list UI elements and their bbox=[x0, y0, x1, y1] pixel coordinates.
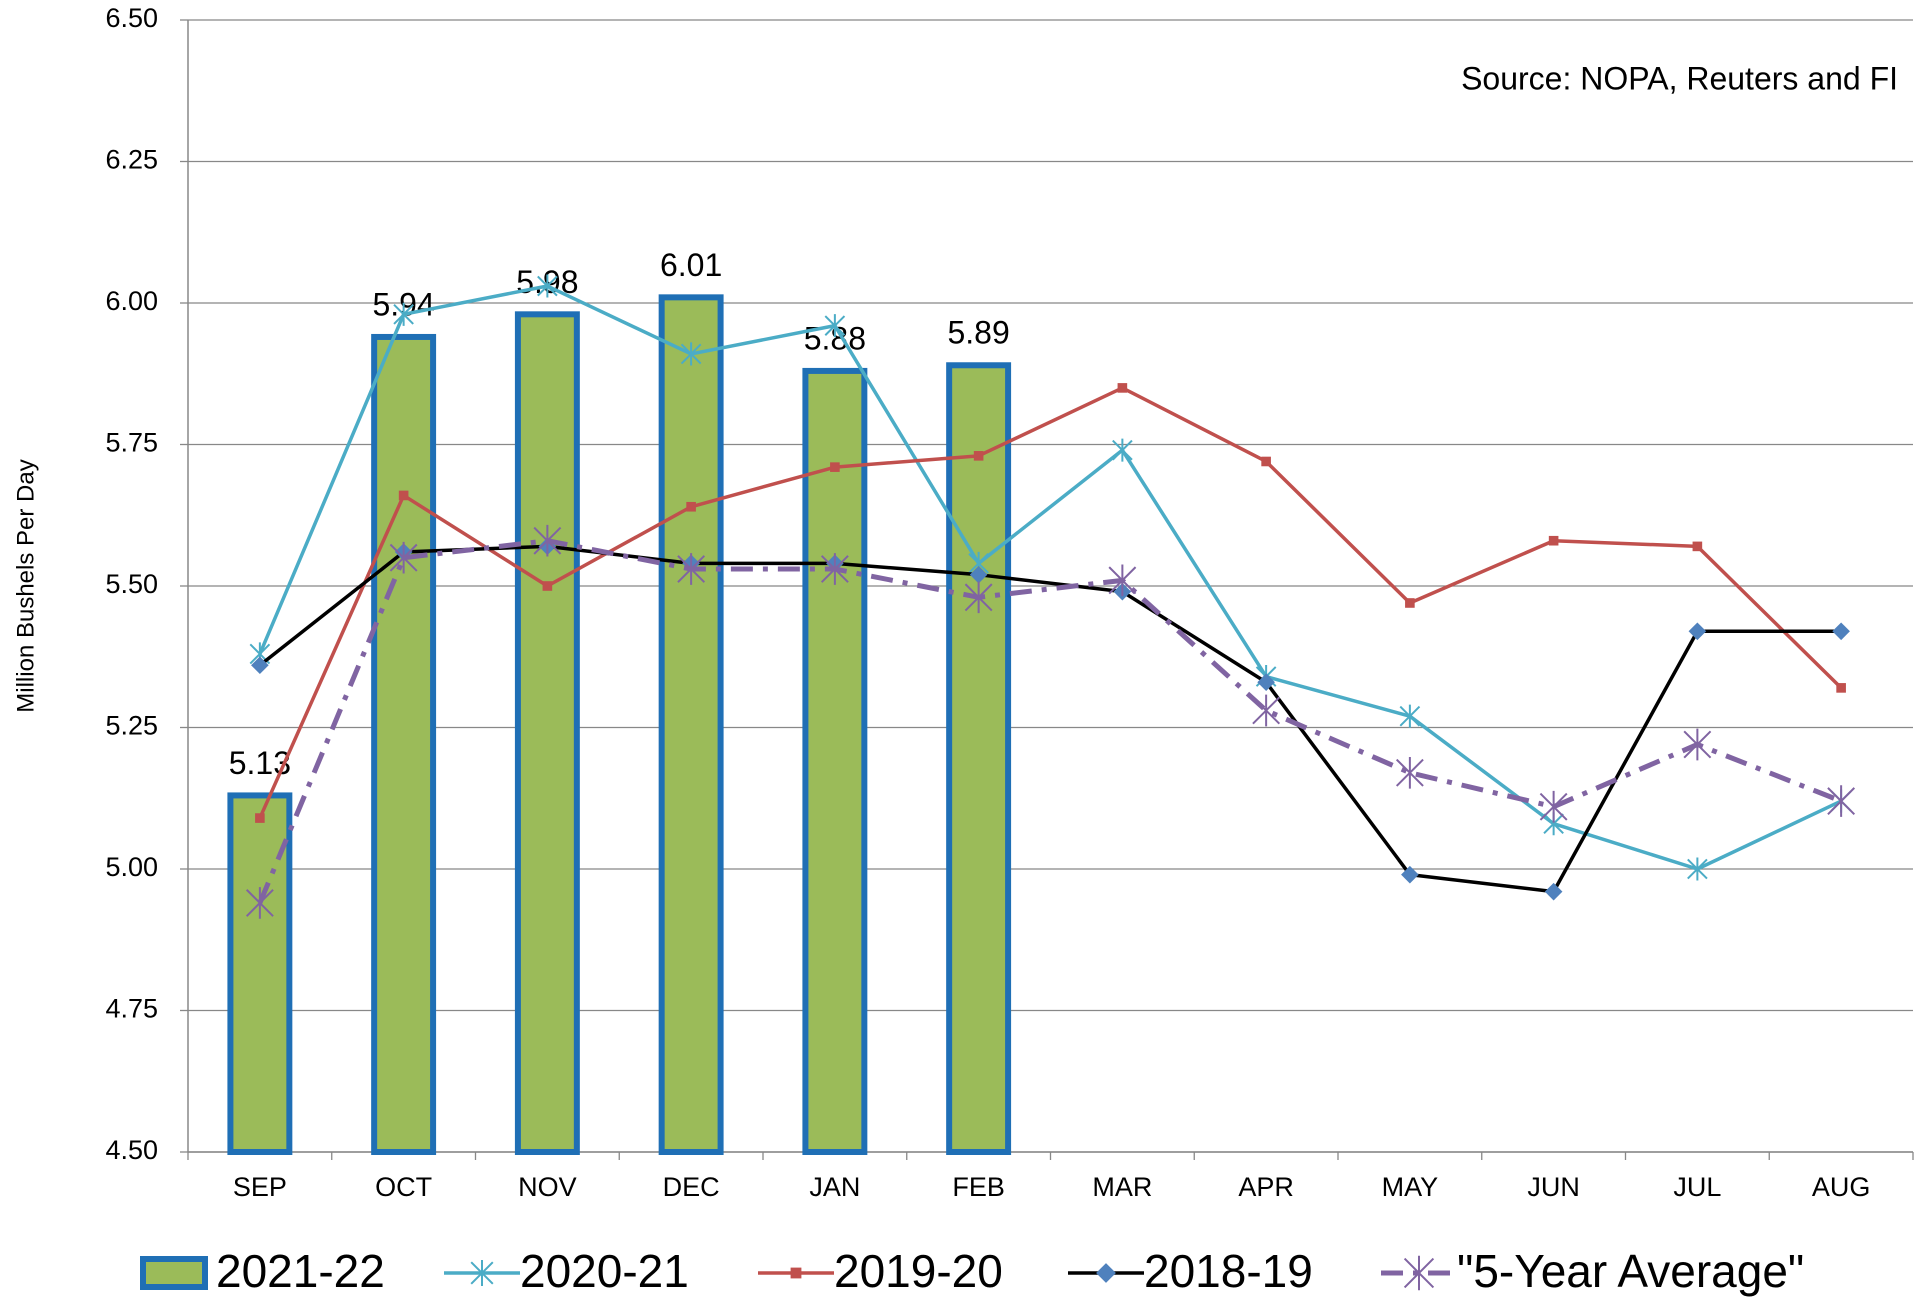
marker bbox=[973, 451, 984, 461]
x-tick-label: MAR bbox=[1092, 1172, 1152, 1202]
marker bbox=[969, 565, 988, 584]
legend-label: 2021-22 bbox=[216, 1245, 385, 1297]
marker bbox=[1692, 541, 1703, 552]
marker bbox=[1395, 756, 1424, 789]
value-label: 5.89 bbox=[947, 315, 1009, 351]
x-tick-label: JUN bbox=[1527, 1172, 1580, 1202]
legend-marker bbox=[470, 1260, 494, 1286]
legend-item: "5-Year Average" bbox=[1381, 1245, 1804, 1297]
marker bbox=[1836, 683, 1846, 693]
value-label: 5.13 bbox=[229, 745, 291, 781]
marker bbox=[398, 490, 409, 501]
marker bbox=[677, 553, 706, 585]
y-tick-label: 6.25 bbox=[105, 145, 158, 175]
legend-marker bbox=[790, 1267, 802, 1279]
x-tick-label: MAY bbox=[1382, 1172, 1439, 1202]
line bbox=[258, 284, 1842, 871]
marker bbox=[686, 501, 696, 512]
marker bbox=[1257, 673, 1275, 692]
marker bbox=[1832, 622, 1850, 641]
marker bbox=[1827, 785, 1856, 817]
source-note: Source: NOPA, Reuters and FI bbox=[1461, 60, 1898, 96]
marker bbox=[824, 314, 846, 338]
y-tick-label: 5.50 bbox=[105, 569, 158, 599]
marker bbox=[251, 656, 269, 675]
marker bbox=[1399, 704, 1421, 728]
marker bbox=[1261, 456, 1271, 467]
legend-label: "5-Year Average" bbox=[1457, 1245, 1804, 1297]
x-tick-label: JUL bbox=[1673, 1172, 1721, 1202]
marker bbox=[964, 581, 993, 614]
value-label: 6.01 bbox=[660, 247, 722, 283]
line bbox=[258, 544, 1842, 894]
x-tick-label: APR bbox=[1238, 1172, 1294, 1202]
bar bbox=[802, 367, 868, 1156]
legend-swatch bbox=[140, 1256, 208, 1290]
series-2 bbox=[255, 383, 1846, 823]
y-tick-label: 4.75 bbox=[105, 994, 158, 1024]
marker bbox=[1112, 438, 1133, 462]
bar bbox=[514, 311, 580, 1155]
legend-item: 2020-21 bbox=[444, 1245, 689, 1297]
marker bbox=[1108, 564, 1137, 597]
marker bbox=[1548, 535, 1559, 546]
y-tick-label: 6.50 bbox=[105, 3, 158, 33]
marker bbox=[1117, 383, 1128, 393]
marker bbox=[533, 524, 562, 557]
marker bbox=[1687, 857, 1708, 881]
marker bbox=[1544, 882, 1563, 901]
bar bbox=[658, 294, 724, 1155]
y-tick-label: 5.00 bbox=[105, 852, 158, 882]
x-tick-label: DEC bbox=[663, 1172, 720, 1202]
x-tick-label: AUG bbox=[1812, 1172, 1871, 1202]
marker bbox=[542, 581, 553, 591]
marker bbox=[537, 274, 558, 298]
y-tick-label: 5.25 bbox=[105, 711, 158, 741]
marker bbox=[393, 302, 414, 326]
line bbox=[258, 386, 1843, 819]
marker bbox=[255, 813, 265, 823]
marker bbox=[1688, 622, 1707, 641]
legend-label: 2018-19 bbox=[1144, 1245, 1313, 1297]
y-axis-label: Million Bushels Per Day bbox=[12, 459, 39, 712]
x-tick-label: NOV bbox=[518, 1172, 577, 1202]
marker bbox=[1539, 790, 1568, 823]
legend-label: 2020-21 bbox=[520, 1245, 689, 1297]
marker bbox=[1401, 865, 1419, 884]
legend-label: 2019-20 bbox=[834, 1245, 1003, 1297]
marker bbox=[820, 553, 849, 585]
x-tick-label: JAN bbox=[809, 1172, 860, 1202]
y-tick-label: 5.75 bbox=[105, 428, 158, 458]
x-tick-label: SEP bbox=[233, 1172, 287, 1202]
series-4 bbox=[245, 524, 1856, 919]
y-tick-label: 4.50 bbox=[105, 1135, 158, 1165]
marker bbox=[830, 462, 840, 472]
y-tick-label: 6.00 bbox=[105, 286, 158, 316]
legend-item: 2019-20 bbox=[758, 1245, 1003, 1297]
legend-item: 2021-22 bbox=[140, 1245, 385, 1297]
legend-item: 2018-19 bbox=[1068, 1245, 1313, 1297]
bar bbox=[371, 333, 437, 1155]
marker bbox=[1683, 728, 1712, 761]
marker bbox=[245, 887, 274, 919]
x-tick-label: OCT bbox=[375, 1172, 432, 1202]
marker bbox=[680, 342, 702, 366]
marker bbox=[389, 541, 418, 574]
marker bbox=[1405, 598, 1415, 608]
x-tick-label: FEB bbox=[952, 1172, 1005, 1202]
marker bbox=[1252, 694, 1281, 727]
legend-marker bbox=[1403, 1255, 1435, 1291]
bar bbox=[946, 362, 1012, 1155]
legend-marker bbox=[1096, 1263, 1116, 1283]
